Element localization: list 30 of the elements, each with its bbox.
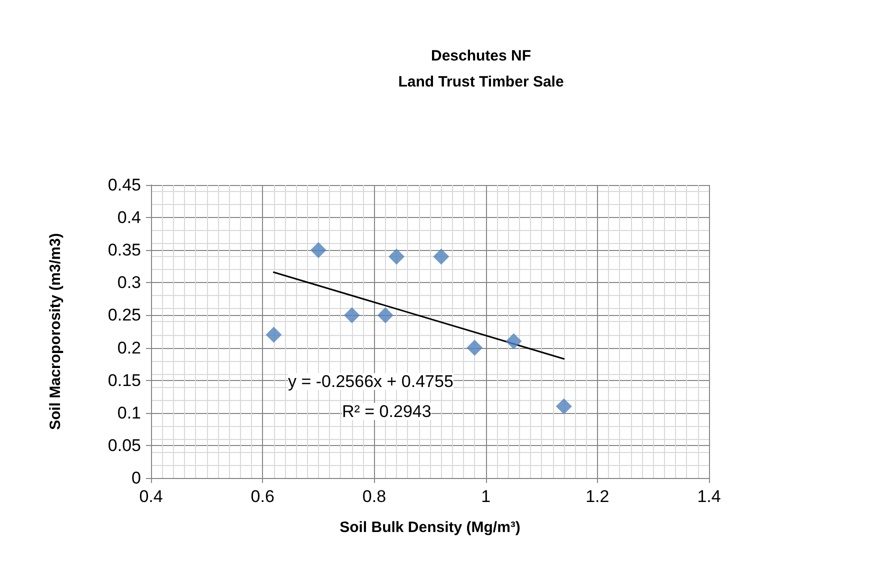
x-tick-label: 1.2 bbox=[586, 487, 610, 506]
y-tick-label: 0.45 bbox=[108, 176, 141, 194]
y-tick-label: 0.05 bbox=[108, 436, 141, 455]
annotation: R² = 0.2943 bbox=[342, 402, 432, 421]
point bbox=[433, 248, 450, 265]
y-tick-label: 0 bbox=[132, 468, 141, 488]
point bbox=[310, 242, 326, 258]
y-tick-label: 0.3 bbox=[117, 273, 141, 292]
chart-title: Deschutes NF Land Trust Timber Sale bbox=[398, 48, 564, 90]
point bbox=[266, 326, 282, 343]
y-tick-label: 0.4 bbox=[117, 208, 141, 228]
x-tick-label: 0.4 bbox=[139, 487, 163, 506]
y-tick-label: 0.1 bbox=[117, 403, 141, 422]
point bbox=[388, 248, 405, 265]
x-axis-title: Soil Bulk Density (Mg/m³) bbox=[340, 519, 520, 536]
point bbox=[556, 398, 572, 414]
y-axis-title: Soil Macroporosity (m3/m3) bbox=[47, 233, 64, 430]
x-tick-label: 1.4 bbox=[697, 487, 721, 506]
annotation: y = -0.2566x + 0.4755 bbox=[288, 372, 454, 391]
y-tick-label: 0.35 bbox=[108, 240, 141, 260]
y-tick-label: 0.15 bbox=[108, 370, 141, 390]
y-tick-label: 0.2 bbox=[117, 338, 141, 358]
point bbox=[466, 340, 483, 356]
point bbox=[344, 307, 360, 324]
point bbox=[377, 307, 394, 324]
x-tick-label: 1 bbox=[481, 487, 491, 506]
x-tick-label: 0.6 bbox=[250, 487, 274, 506]
point bbox=[506, 333, 522, 350]
y-tick-label: 0.25 bbox=[108, 306, 141, 325]
x-tick-label: 0.8 bbox=[362, 487, 386, 506]
